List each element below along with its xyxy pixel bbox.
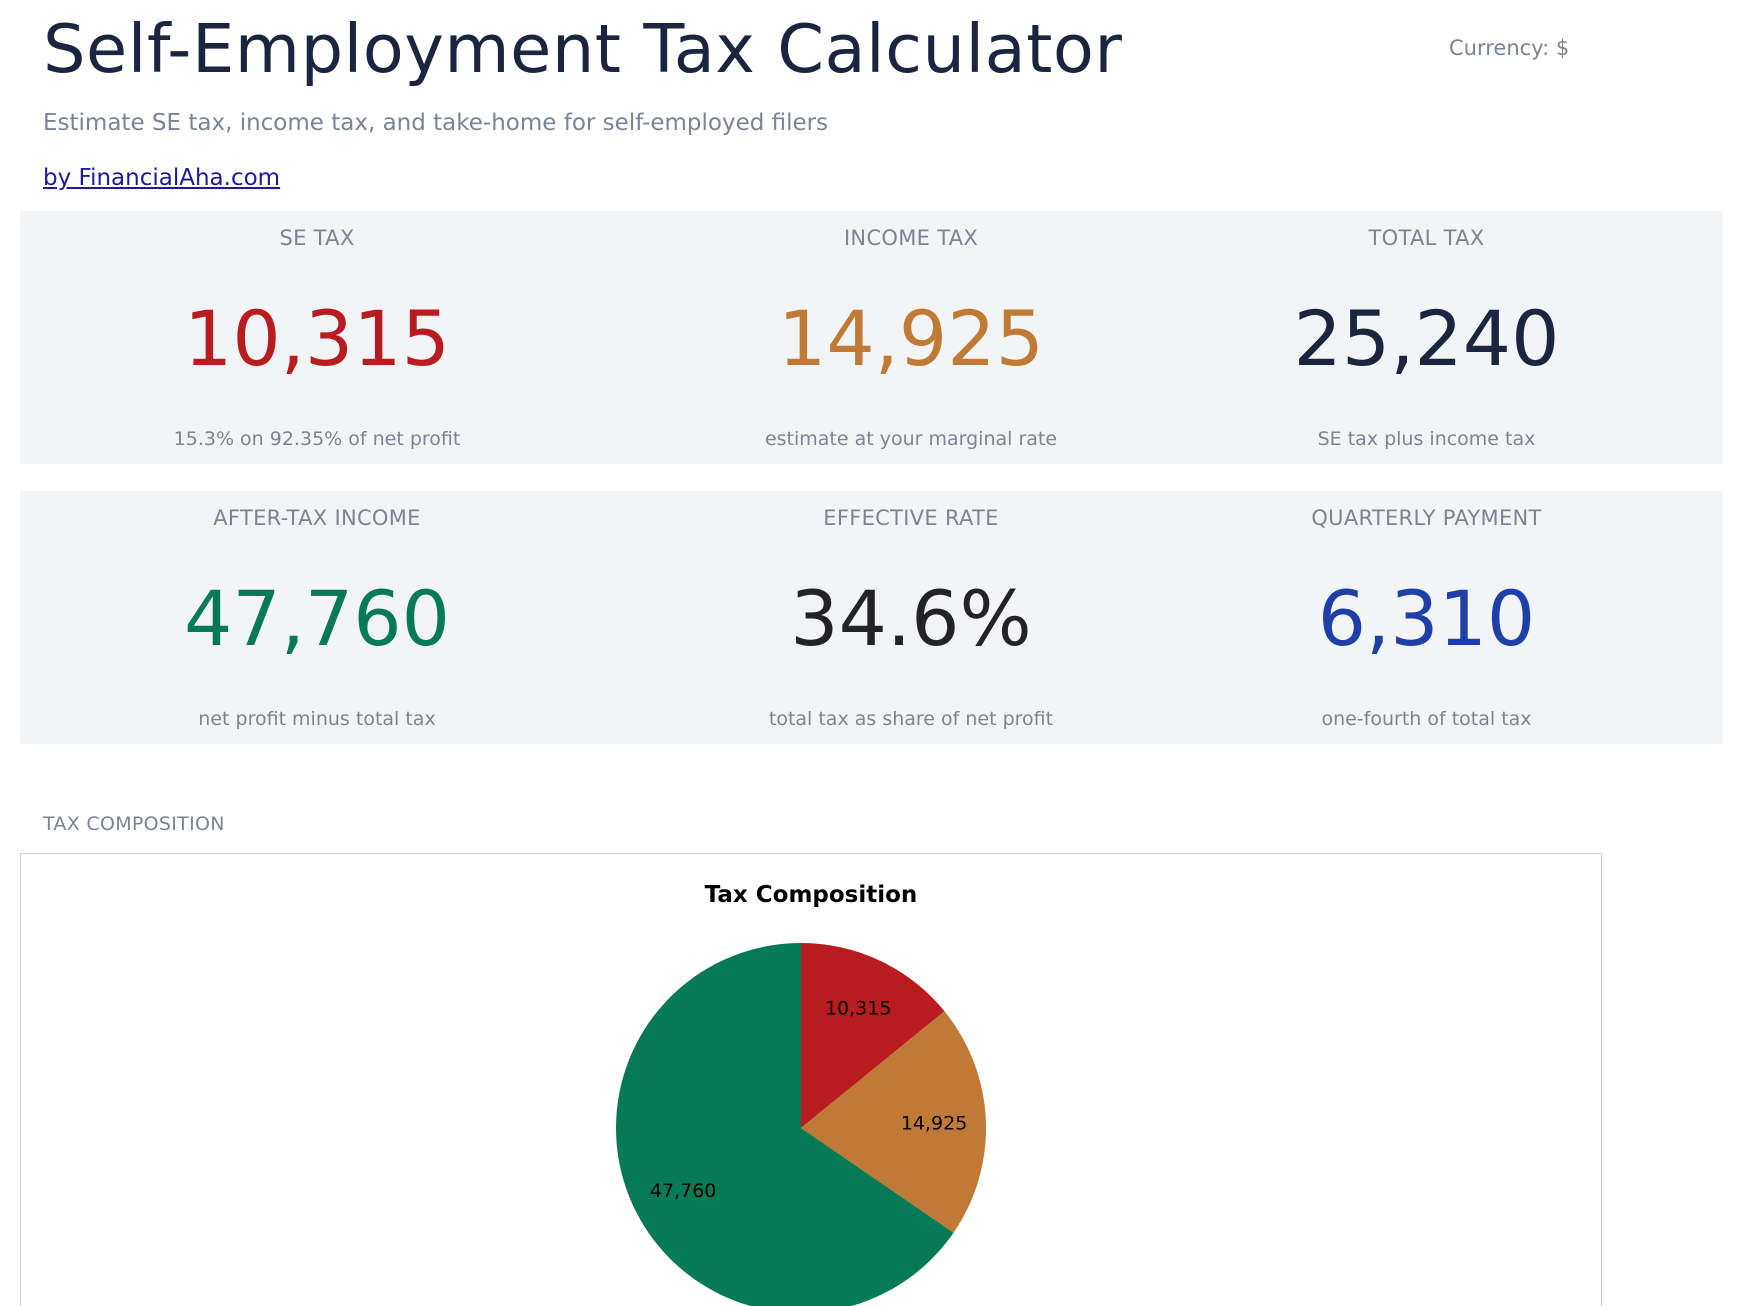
se-tax-value: 10,315 (184, 294, 450, 383)
summary-row-1: SE TAX 10,315 15.3% on 92.35% of net pro… (20, 211, 1723, 464)
total-tax-note: SE tax plus income tax (1317, 428, 1536, 450)
page-subtitle: Estimate SE tax, income tax, and take-ho… (43, 110, 829, 136)
byline-link[interactable]: by FinancialAha.com (43, 165, 281, 191)
income-tax-label: INCOME TAX (843, 226, 979, 250)
pie-slice-label: 10,315 (825, 998, 891, 1020)
se-tax-note: 15.3% on 92.35% of net profit (173, 428, 461, 450)
after-tax-income-value: 47,760 (184, 574, 450, 663)
pie-slice-label: 14,925 (901, 1113, 967, 1135)
pie-slice (616, 943, 954, 1306)
quarterly-payment-card: QUARTERLY PAYMENT 6,310 one-fourth of to… (1130, 491, 1723, 744)
quarterly-payment-note: one-fourth of total tax (1321, 708, 1532, 730)
total-tax-value: 25,240 (1293, 294, 1560, 383)
effective-rate-note: total tax as share of net profit (768, 708, 1054, 730)
effective-rate-card: EFFECTIVE RATE 34.6% total tax as share … (614, 491, 1208, 744)
after-tax-income-label: AFTER-TAX INCOME (213, 506, 421, 530)
quarterly-payment-value: 6,310 (1317, 574, 1536, 663)
pie-slice (801, 943, 945, 1128)
total-tax-card: TOTAL TAX 25,240 SE tax plus income tax (1130, 211, 1723, 464)
summary-row-2: AFTER-TAX INCOME 47,760 net profit minus… (20, 491, 1723, 744)
effective-rate-label: EFFECTIVE RATE (823, 506, 999, 530)
tax-composition-chart: Tax Composition 10,315 14,925 47,760 (20, 853, 1602, 1306)
total-tax-label: TOTAL TAX (1368, 226, 1485, 250)
pie-chart-canvas: Tax Composition 10,315 14,925 47,760 (616, 882, 986, 1306)
after-tax-income-card: AFTER-TAX INCOME 47,760 net profit minus… (20, 491, 614, 744)
tax-composition-heading: TAX COMPOSITION (43, 813, 225, 835)
quarterly-payment-label: QUARTERLY PAYMENT (1311, 506, 1542, 530)
after-tax-income-note: net profit minus total tax (198, 708, 436, 730)
currency-indicator: Currency: $ (1449, 36, 1570, 60)
income-tax-value: 14,925 (778, 294, 1044, 383)
se-tax-card: SE TAX 10,315 15.3% on 92.35% of net pro… (20, 211, 614, 464)
chart-title: Tax Composition (705, 882, 918, 908)
pie-slice (801, 1011, 986, 1233)
income-tax-note: estimate at your marginal rate (764, 428, 1058, 450)
page-title: Self-Employment Tax Calculator (43, 10, 1123, 88)
se-tax-label: SE TAX (279, 226, 355, 250)
effective-rate-value: 34.6% (790, 574, 1032, 663)
income-tax-card: INCOME TAX 14,925 estimate at your margi… (614, 211, 1208, 464)
pie-slice-label: 47,760 (650, 1180, 716, 1202)
